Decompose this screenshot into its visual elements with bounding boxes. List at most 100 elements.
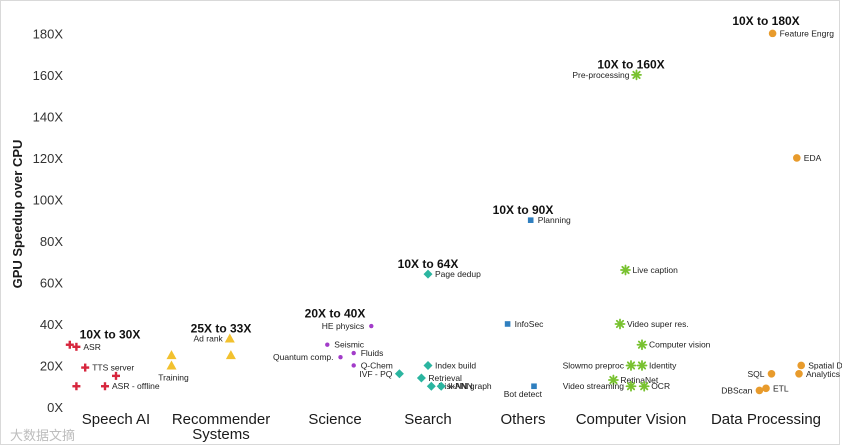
point-label: TTS server [92,363,134,373]
point-label: Feature Engrg [780,28,835,38]
category-label: Others [500,411,545,428]
point-label: ETL [773,383,789,393]
diamond-marker [423,269,433,279]
y-tick-label: 100X [33,192,64,207]
point-label: OCR [651,381,670,391]
point-label: Slowmo preproc [563,360,625,370]
triangle-marker [225,350,236,360]
diamond-marker [423,360,433,370]
y-axis-ticks: 0X 20X 40X 60X 80X 100X 120X 140X 160X 180X [33,26,64,415]
diamond-marker [436,381,446,391]
diamond-marker [426,381,436,391]
point-label: Bot detect [504,389,543,399]
point-label: DiskANN [438,381,472,391]
data-points: ASR TTS server ASR - offline Ad rank Trainin… [65,28,842,399]
point-label: Quantum comp. [273,352,333,362]
star-marker [636,339,648,351]
point-label: Q-Chem [361,360,393,370]
category-label: Computer Vision [576,411,687,428]
circle-marker [797,361,805,370]
category-labels: Speech AI Recommender Systems Science Search… [82,411,821,443]
star-marker [620,264,631,276]
range-label: 25X to 33X [191,321,252,335]
dot-marker [325,342,330,347]
square-marker [531,383,537,390]
y-tick-label: 160X [33,68,64,83]
point-label: SQL [747,369,764,379]
plus-marker [112,371,120,380]
dot-marker [351,350,356,356]
watermark: 大数据文摘 [10,428,75,443]
category-label: Science [308,411,361,428]
star-marker [631,69,642,81]
star-marker [608,374,619,386]
circle-marker [768,29,777,38]
category-label: Speech AI [82,411,150,428]
y-tick-label: 0X [47,400,63,415]
range-label: 10X to 90X [493,203,554,217]
range-labels: 10X to 30X 25X to 33X 20X to 40X 10X to 64X… [80,14,800,341]
point-label: Live caption [633,265,679,275]
point-label: InfoSec [515,319,545,329]
triangle-marker [166,360,177,370]
range-label: 10X to 30X [80,328,141,342]
plus-marker [72,382,81,391]
star-marker [638,380,650,392]
plus-marker [65,340,74,349]
dot-marker [369,323,374,329]
point-label: Retrieval [428,373,462,383]
point-label: Video streaming [563,381,625,391]
star-marker [625,380,637,392]
category-label: Data Processing [711,411,821,428]
range-label: 20X to 40X [305,307,366,321]
point-label: Planning [538,215,571,225]
diamond-marker [394,369,404,379]
circle-marker [793,154,801,162]
point-label: IVF - PQ [359,369,392,379]
category-label: Recommender Systems [172,411,270,443]
y-tick-label: 180X [33,26,64,41]
y-tick-label: 120X [33,151,64,166]
point-label: DBScan [721,385,752,395]
point-label: Pre-processing [572,70,629,80]
star-marker [625,360,637,371]
y-tick-label: 140X [33,109,64,124]
plus-marker [72,342,81,351]
range-label: 10X to 160X [597,58,664,72]
point-label: ASR [83,342,100,352]
circle-marker [767,369,776,378]
square-marker [527,217,534,223]
diamond-marker [416,373,426,383]
point-label: ASR - offline [112,381,160,391]
square-marker [504,321,511,327]
y-tick-label: 60X [40,275,63,290]
y-tick-label: 40X [40,317,63,332]
range-label: 10X to 64X [398,257,459,271]
point-label: EDA [804,153,822,163]
point-label: Page dedup [435,269,481,279]
point-label: Training [158,372,189,382]
point-label: Index build [435,360,476,370]
point-label: k-NN graph [448,381,492,391]
point-label: Fluids [361,348,384,358]
point-label: RetinaNet [620,375,658,385]
plus-marker [81,363,90,372]
category-label: Search [404,411,452,428]
point-label: HE physics [322,321,365,331]
point-label: Ad rank [194,334,224,344]
point-label: Analytics [806,369,840,379]
star-marker [636,360,648,371]
triangle-marker [166,350,177,360]
circle-marker [755,386,764,395]
point-label: Computer vision [649,340,711,350]
circle-marker [795,369,803,378]
point-label: Seismic [334,340,365,350]
range-label: 10X to 180X [732,14,799,28]
triangle-marker [224,333,235,343]
circle-marker [762,384,770,393]
point-label: Identity [649,360,677,370]
y-tick-label: 80X [40,234,63,249]
dot-marker [338,354,343,360]
